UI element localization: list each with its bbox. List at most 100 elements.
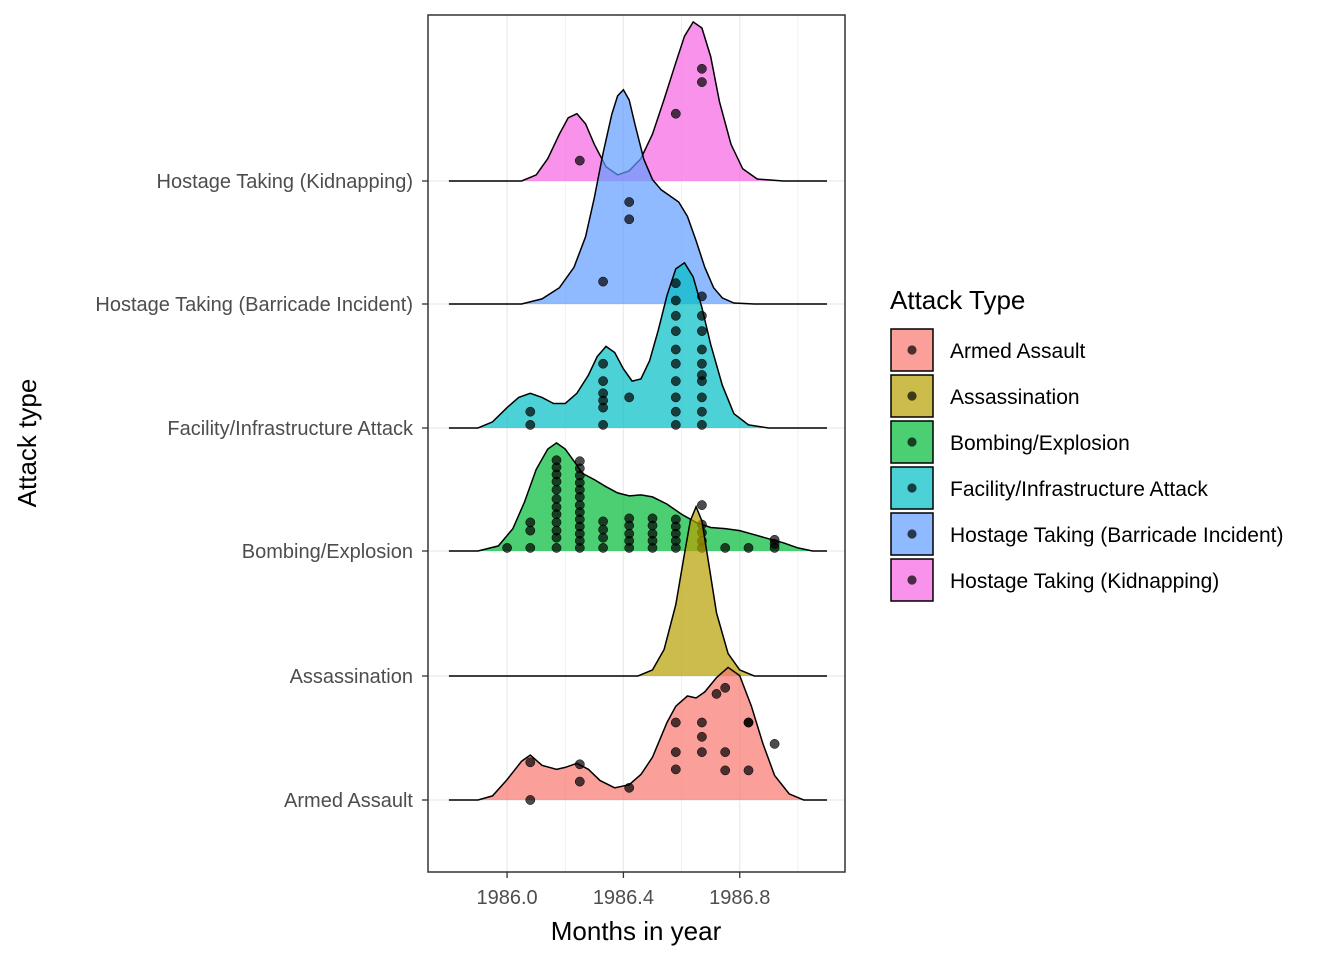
data-point (525, 525, 536, 536)
legend-label: Hostage Taking (Kidnapping) (950, 570, 1219, 593)
data-point (711, 689, 722, 699)
data-point (574, 759, 585, 770)
data-point (720, 682, 731, 693)
data-point (670, 747, 681, 757)
data-point (670, 326, 681, 336)
density-outline (448, 504, 827, 677)
data-point (525, 406, 536, 417)
data-point (670, 392, 681, 403)
data-point (670, 358, 681, 369)
density-outline (448, 20, 827, 182)
data-point (525, 757, 536, 768)
y-tick-label: Assassination (290, 666, 413, 688)
data-point (670, 344, 681, 355)
ridge-hostage-taking-barricade-incident (448, 88, 827, 305)
data-point (697, 344, 707, 355)
data-point (743, 543, 754, 553)
x-tick-label: 1986.0 (476, 887, 537, 909)
density-outline (448, 261, 827, 429)
x-axis-title: Months in year (551, 916, 722, 946)
density-outline (448, 666, 827, 801)
ridge-assassination (448, 504, 827, 677)
density-area (448, 667, 827, 800)
data-point (525, 420, 536, 430)
data-point (720, 765, 731, 776)
legend-item: Hostage Taking (Barricade Incident) (890, 512, 1283, 556)
y-tick-label: Hostage Taking (Barricade Incident) (95, 294, 413, 316)
data-point (697, 392, 707, 403)
data-point (574, 456, 585, 467)
ridge-armed-assault (448, 666, 827, 805)
density-area (448, 89, 827, 304)
data-point (670, 278, 681, 289)
data-point (551, 484, 562, 495)
legend-item: Hostage Taking (Kidnapping) (890, 558, 1219, 602)
ridge-facility-infrastructure-attack (448, 261, 827, 430)
data-point (720, 543, 731, 553)
ridge-hostage-taking-kidnapping (448, 20, 827, 182)
data-point (647, 513, 658, 524)
data-point (697, 717, 707, 728)
data-point (574, 155, 585, 166)
data-point (697, 420, 707, 430)
legend-key-point (907, 483, 917, 493)
y-axis-title: Attack type (12, 379, 42, 508)
density-outline (448, 441, 827, 552)
legend: Attack Type Armed Assault Assassination Bo… (890, 285, 1283, 602)
data-point (624, 214, 635, 225)
data-point (551, 517, 562, 528)
data-point (697, 500, 707, 510)
density-area (448, 442, 827, 551)
data-point (720, 747, 731, 757)
data-point (670, 295, 681, 306)
density-area (448, 262, 827, 428)
legend-key-point (907, 529, 917, 539)
data-point (574, 500, 585, 510)
data-point (743, 765, 754, 776)
legend-item: Facility/Infrastructure Attack (890, 466, 1208, 510)
data-point (598, 388, 608, 399)
data-point (598, 358, 608, 369)
data-point (598, 420, 608, 430)
legend-label: Hostage Taking (Barricade Incident) (950, 524, 1283, 547)
data-point (670, 420, 681, 430)
data-point (769, 739, 780, 749)
data-point (624, 782, 635, 793)
data-point (670, 108, 681, 119)
data-point (624, 392, 635, 403)
y-axis: Armed Assault Assassination Bombing/Explos… (95, 171, 428, 812)
y-tick-label: Facility/Infrastructure Attack (167, 418, 414, 440)
density-ridges (448, 20, 827, 805)
data-point (670, 717, 681, 728)
legend-key-point (907, 575, 917, 585)
data-point (551, 543, 562, 553)
data-point (769, 534, 780, 545)
legend-key-point (907, 345, 917, 355)
data-point (697, 406, 707, 417)
data-point (525, 795, 536, 805)
data-point (670, 310, 681, 321)
legend-item: Assassination (890, 374, 1080, 418)
legend-label: Armed Assault (950, 340, 1086, 363)
legend-key-point (907, 391, 917, 401)
legend-item: Bombing/Explosion (890, 420, 1130, 464)
x-tick-label: 1986.4 (593, 887, 654, 909)
data-point (502, 543, 512, 553)
data-point (697, 747, 707, 757)
legend-key-point (907, 437, 917, 447)
y-tick-label: Bombing/Explosion (242, 541, 413, 563)
legend-title: Attack Type (890, 285, 1025, 315)
data-point (551, 455, 562, 466)
data-point (624, 528, 635, 539)
data-point (670, 406, 681, 417)
data-point (551, 502, 562, 512)
data-point (598, 516, 608, 527)
data-point (697, 731, 707, 742)
y-tick-label: Hostage Taking (Kidnapping) (157, 171, 413, 193)
data-point (525, 543, 536, 553)
data-point (697, 358, 707, 369)
data-point (598, 376, 608, 386)
density-outline (448, 88, 827, 305)
data-point (670, 376, 681, 386)
legend-label: Assassination (950, 386, 1080, 409)
